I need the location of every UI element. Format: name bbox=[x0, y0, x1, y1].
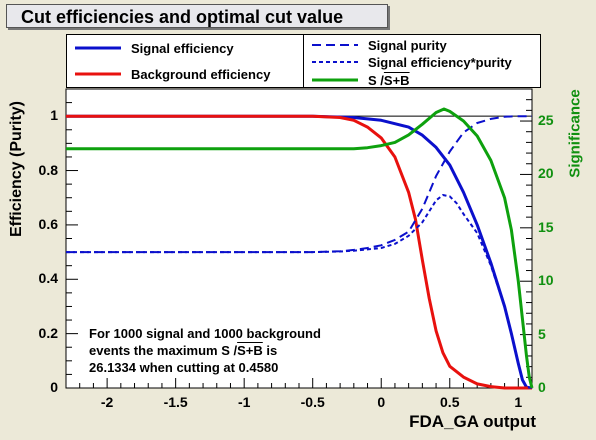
legend-swatch-signal-purity bbox=[312, 44, 358, 46]
y-tick-label: 0.4 bbox=[38, 270, 58, 287]
series-line-signal-efficiency bbox=[66, 114, 533, 390]
y-tick-label: 0 bbox=[50, 379, 58, 395]
y2-tick-label: 15 bbox=[538, 218, 554, 235]
legend-swatch-background-efficiency bbox=[75, 72, 121, 76]
legend-swatch-significance bbox=[312, 78, 358, 82]
y2-tick-label: 25 bbox=[538, 112, 554, 129]
y-tick-label: 1 bbox=[50, 107, 58, 124]
y2-tick-label: 0 bbox=[538, 379, 546, 395]
legend-label: S /S+B bbox=[368, 72, 410, 88]
y2-axis-title: Significance bbox=[566, 89, 584, 178]
legend-item-signal-efficiency: Signal efficiency bbox=[75, 40, 234, 56]
legend-label: Signal efficiency bbox=[131, 40, 234, 56]
note-line-3: 26.1334 when cutting at 0.4580 bbox=[89, 360, 279, 375]
note-line-1: For 1000 signal and 1000 background bbox=[89, 326, 321, 341]
x-tick-label: 1 bbox=[514, 394, 523, 410]
legend-item-signal-efficiency-purity: Signal efficiency*purity bbox=[312, 54, 512, 70]
x-axis-title: FDA_GA output bbox=[409, 412, 536, 431]
y2-tick-label: 5 bbox=[538, 325, 546, 342]
legend-label: Signal efficiency*purity bbox=[368, 54, 512, 70]
legend-label: Background efficiency bbox=[131, 66, 271, 82]
legend-label: Signal purity bbox=[368, 37, 447, 53]
x-tick-label: 0.5 bbox=[440, 394, 460, 410]
series-line-signal-efficiency-purity bbox=[66, 194, 533, 389]
chart-title: Cut efficiencies and optimal cut value bbox=[6, 4, 388, 28]
plot-frame bbox=[65, 88, 533, 389]
y-tick-label: 0.6 bbox=[38, 215, 58, 232]
optimal-cut-note: For 1000 signal and 1000 background even… bbox=[89, 325, 321, 376]
legend-left: Signal efficiency Background efficiency bbox=[66, 34, 304, 88]
legend-item-background-efficiency: Background efficiency bbox=[75, 66, 270, 82]
x-tick-label: -1.5 bbox=[163, 394, 188, 410]
y2-tick-label: 20 bbox=[538, 165, 554, 182]
y-axis-title: Efficiency (Purity) bbox=[8, 100, 25, 238]
y2-tick-label: 10 bbox=[538, 272, 554, 289]
note-line-2: events the maximum S /S+B is bbox=[89, 343, 278, 358]
legend-swatch-signal-efficiency bbox=[75, 46, 121, 50]
legend-item-signal-purity: Signal purity bbox=[312, 37, 447, 53]
legend-item-significance: S /S+B bbox=[312, 72, 410, 88]
y-tick-label: 0.2 bbox=[38, 324, 58, 341]
x-tick-label: -1 bbox=[237, 394, 251, 410]
x-tick-label: -2 bbox=[100, 394, 114, 410]
x-tick-label: 0 bbox=[377, 394, 386, 410]
legend-right: Signal purity Signal efficiency*purity S… bbox=[303, 34, 541, 88]
series-line-s-sqrt-s-b- bbox=[66, 107, 534, 389]
legend-swatch-signal-efficiency-purity bbox=[312, 61, 358, 63]
x-tick-label: -0.5 bbox=[300, 394, 325, 410]
y-tick-label: 0.8 bbox=[38, 161, 58, 178]
series-line-background-efficiency bbox=[66, 114, 532, 390]
